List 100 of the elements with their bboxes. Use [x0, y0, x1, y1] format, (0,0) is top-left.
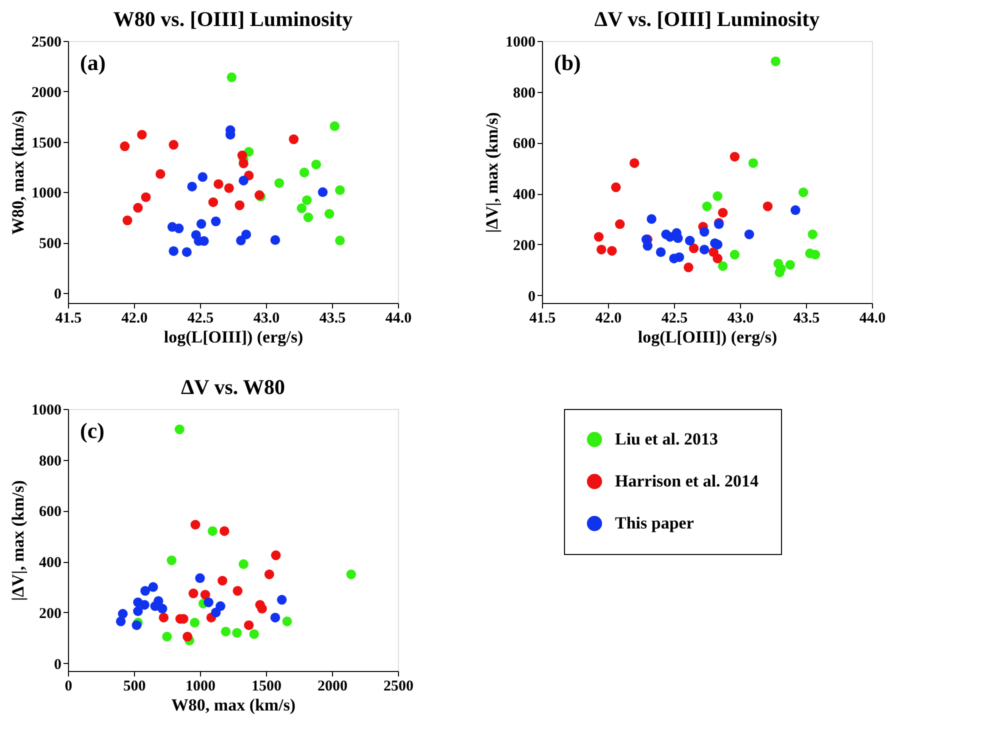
- y-tick-label: 200: [513, 238, 536, 254]
- point: [324, 208, 334, 219]
- point: [615, 219, 625, 230]
- point: [303, 212, 314, 222]
- x-tick-label: 43.5: [793, 310, 820, 326]
- point: [712, 191, 722, 202]
- x-tick-label: 2000: [318, 678, 348, 694]
- point: [656, 247, 666, 257]
- point: [718, 261, 728, 271]
- point: [630, 158, 640, 168]
- x-tick-label: 1000: [186, 678, 216, 694]
- annotation: (c): [80, 418, 104, 443]
- point: [232, 586, 242, 596]
- point: [158, 604, 168, 614]
- point: [712, 254, 722, 264]
- x-tick-label: 42.0: [595, 310, 622, 326]
- y-tick-label: 1000: [506, 34, 536, 50]
- x-tick-label: 0: [64, 678, 72, 694]
- x-tick-label: 41.5: [55, 310, 82, 326]
- point: [166, 555, 176, 566]
- point: [346, 569, 356, 580]
- y-tick-label: 200: [39, 606, 62, 622]
- point: [156, 169, 166, 179]
- point: [133, 606, 143, 616]
- x-tick-label: 43.0: [727, 310, 754, 326]
- point: [238, 158, 248, 168]
- point: [182, 632, 192, 642]
- point: [611, 182, 621, 192]
- y-tick-label: 1000: [32, 402, 62, 418]
- point: [699, 226, 710, 237]
- point: [140, 586, 150, 596]
- point: [249, 629, 259, 639]
- point: [790, 205, 800, 216]
- point: [168, 246, 178, 256]
- point: [141, 192, 151, 202]
- x-axis-title: log(L[OIII]) (erg/s): [164, 328, 304, 346]
- x-tick-label: 42.5: [187, 310, 214, 326]
- y-tick-label: 1000: [32, 186, 62, 202]
- point: [684, 262, 694, 272]
- point: [204, 597, 214, 608]
- point: [762, 201, 773, 212]
- point: [122, 216, 132, 226]
- point: [299, 168, 310, 178]
- point: [210, 216, 221, 226]
- x-tick-label: 44.0: [385, 310, 412, 326]
- point: [208, 197, 218, 208]
- point: [688, 243, 699, 254]
- x-tick-label: 1500: [252, 678, 282, 694]
- point: [264, 569, 274, 580]
- x-tick-label: 2500: [384, 678, 414, 694]
- point: [237, 150, 248, 160]
- point: [770, 56, 781, 66]
- y-tick-label: 1500: [32, 135, 62, 152]
- point: [137, 130, 147, 140]
- point: [133, 202, 143, 213]
- x-tick-label: 500: [123, 678, 146, 694]
- legend-label: Liu et al. 2013: [615, 430, 718, 448]
- x-tick-label: 42.0: [121, 310, 148, 326]
- x-axis-title: log(L[OIII]) (erg/s): [638, 328, 778, 346]
- point: [208, 526, 218, 536]
- point: [596, 244, 606, 254]
- point: [702, 201, 712, 212]
- point: [148, 582, 158, 592]
- point: [276, 594, 287, 605]
- point: [274, 178, 284, 188]
- point: [785, 260, 796, 270]
- y-tick-label: 500: [39, 236, 62, 252]
- point: [200, 590, 210, 600]
- y-tick-label: 0: [54, 286, 62, 302]
- point: [302, 195, 312, 206]
- point: [190, 618, 200, 628]
- chart-title: ΔV vs. W80: [181, 375, 285, 399]
- annotation: (a): [80, 50, 106, 75]
- point: [318, 187, 328, 198]
- point: [214, 179, 224, 189]
- y-tick-label: 800: [39, 453, 62, 470]
- y-axis-title: W80, max (km/s): [8, 110, 28, 235]
- point: [154, 596, 164, 606]
- point: [730, 152, 740, 162]
- point: [238, 559, 248, 570]
- point: [271, 550, 281, 560]
- point: [748, 158, 758, 168]
- point: [270, 612, 280, 622]
- y-tick-label: 800: [513, 85, 536, 102]
- x-axis-title: W80, max (km/s): [171, 696, 296, 714]
- y-tick-label: 2500: [32, 34, 62, 50]
- point: [162, 632, 172, 642]
- point: [216, 601, 226, 611]
- y-tick-label: 400: [39, 555, 62, 572]
- point: [699, 244, 710, 254]
- point: [220, 626, 231, 636]
- point: [224, 183, 234, 193]
- point: [296, 203, 307, 214]
- x-tick-label: 41.5: [529, 310, 556, 326]
- point: [120, 141, 130, 152]
- point: [607, 246, 617, 256]
- point: [744, 229, 754, 240]
- point: [335, 185, 345, 195]
- x-tick-label: 42.5: [661, 310, 688, 326]
- point: [226, 72, 237, 82]
